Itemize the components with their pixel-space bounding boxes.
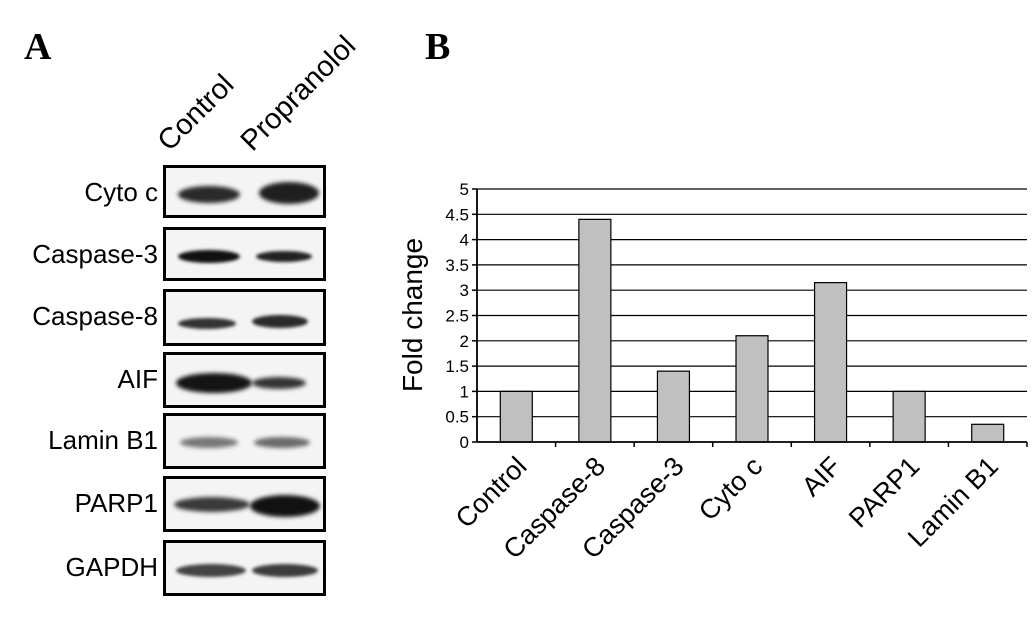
blot-row-label: Lamin B1 — [48, 425, 158, 455]
y-tick-label: 2 — [460, 332, 469, 351]
panel-a-label: A — [24, 26, 52, 68]
y-tick-label: 0.5 — [445, 408, 469, 427]
blot-image — [163, 165, 326, 218]
blot-row-label: Cyto c — [84, 177, 158, 207]
bar — [892, 390, 926, 443]
y-tick-label: 4 — [460, 231, 469, 250]
y-tick-label: 1 — [460, 382, 469, 401]
blot-row-label: PARP1 — [74, 488, 158, 518]
blot-image — [163, 227, 326, 281]
blot-row-label: Caspase-8 — [32, 301, 158, 331]
lane-label-control: Control — [151, 68, 241, 158]
blot-image — [163, 413, 326, 469]
blot-image — [163, 352, 326, 408]
bar — [971, 423, 1005, 443]
blot-image — [163, 289, 326, 346]
y-tick-label: 4.5 — [445, 205, 469, 224]
lane-label-propranolol: Propranolol — [234, 29, 363, 158]
fold-change-chart: 0 0.5 1 1.5 2 2.5 3 3.5 4 4.5 5 Control Caspase-8 Cas… — [380, 160, 1033, 628]
x-tick-label: AIF — [796, 451, 847, 502]
y-tick-label: 3.5 — [445, 256, 469, 275]
y-tick-label: 3 — [460, 281, 469, 300]
chart-svg: 00.511.522.533.544.55ControlCaspase-8Cas… — [397, 180, 1028, 565]
y-tick-label: 1.5 — [445, 357, 469, 376]
western-blot-panel: Control Propranolol Cyto c Caspase-3 Cas… — [0, 0, 400, 628]
blot-image — [163, 540, 326, 596]
blot-row-label: Caspase-3 — [32, 239, 158, 269]
y-tick-label: 0 — [460, 433, 469, 452]
y-tick-label: 5 — [460, 180, 469, 199]
y-axis-label: Fold change — [397, 238, 428, 392]
panel-b-label: B — [425, 26, 451, 68]
bar — [656, 370, 691, 443]
bar — [735, 335, 769, 443]
blot-row-label: AIF — [117, 364, 158, 394]
bar — [813, 282, 848, 443]
y-tick-label: 2.5 — [445, 307, 469, 326]
blot-row-label: GAPDH — [65, 552, 158, 582]
x-tick-label: Cyto c — [693, 451, 768, 526]
blot-image — [163, 476, 326, 532]
bar — [499, 390, 533, 443]
bar — [578, 218, 612, 443]
